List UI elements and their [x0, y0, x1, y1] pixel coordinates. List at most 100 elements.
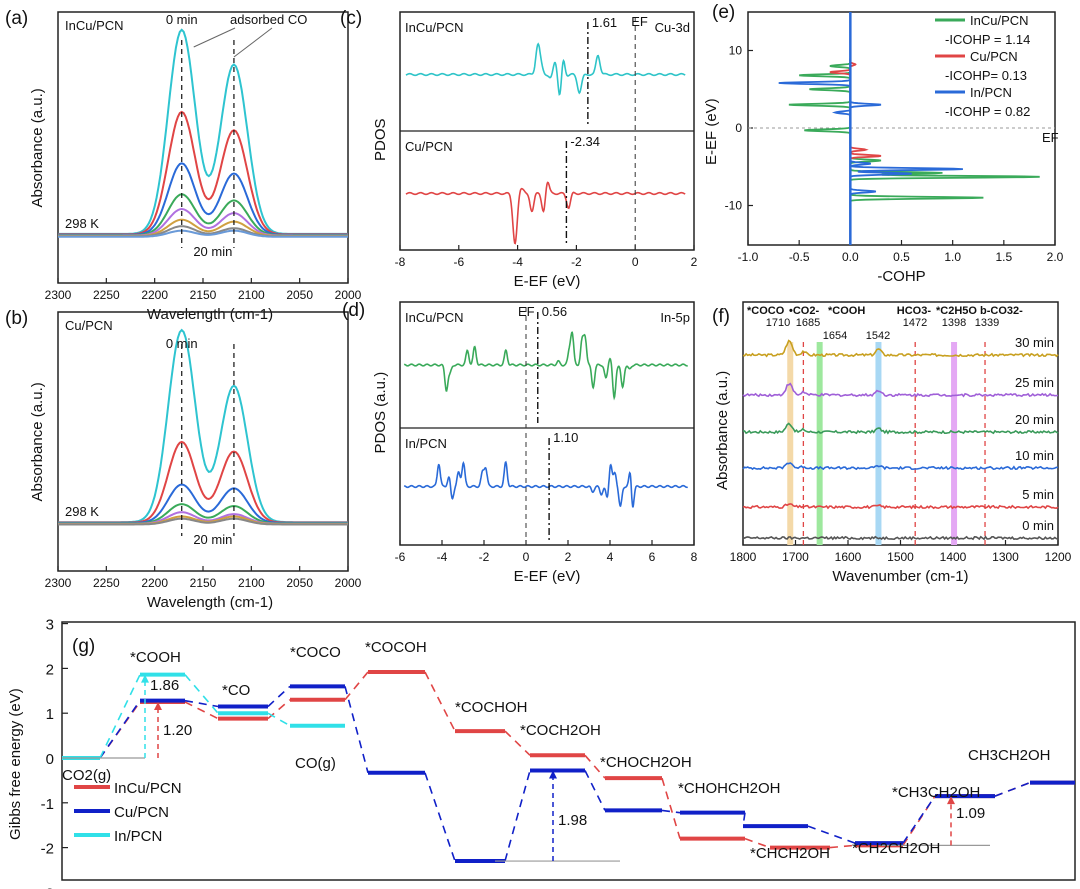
x-tick-label: 8 [691, 550, 698, 564]
x-tick-label: 2050 [286, 288, 313, 302]
end-time-label: 20 min [193, 244, 232, 259]
band-wavenumber: 1339 [975, 317, 999, 329]
arrow-head [154, 702, 162, 710]
x-tick-label: -8 [395, 255, 406, 269]
arrow-head [141, 674, 149, 683]
trace-name: Cu/PCN [405, 139, 453, 154]
energy-connector [584, 770, 606, 811]
plot-frame-g [61, 621, 1076, 881]
cohp-curve [829, 58, 882, 245]
x-axis-label: E-EF (eV) [514, 568, 581, 585]
y-tick-label: -3 [41, 885, 54, 889]
panel-label: (f) [712, 306, 730, 327]
spectrum-curve [58, 28, 348, 235]
intermediate-label: *COCH2OH [520, 722, 601, 739]
band-highlight [787, 342, 794, 545]
x-axis-label: E-EF (eV) [514, 273, 581, 290]
x-tick-label: 1300 [992, 550, 1019, 564]
x-tick-label: 0.0 [842, 250, 859, 264]
x-axis-label: Wavelength (cm-1) [147, 306, 273, 323]
intermediate-label: *COCHOH [455, 699, 528, 716]
energy-connector [504, 730, 531, 756]
intermediate-label: CH3CH2OH [968, 747, 1051, 764]
center-value-label: 0.56 [542, 304, 567, 319]
y-tick-label: -10 [725, 199, 743, 213]
energy-connector [267, 712, 291, 727]
spectrum-curve [58, 517, 348, 526]
ftir-curve [742, 535, 1059, 541]
band-wavenumber: 1472 [903, 317, 927, 329]
panel-label: (e) [712, 2, 735, 23]
x-tick-label: 2050 [286, 576, 313, 590]
x-tick-label: 0.5 [893, 250, 910, 264]
x-tick-label: -2 [479, 550, 490, 564]
end-time-label: 20 min [193, 532, 232, 547]
ftir-curve [742, 462, 1059, 471]
x-tick-label: 2250 [93, 576, 120, 590]
x-tick-label: 6 [649, 550, 656, 564]
x-tick-label: 2 [691, 255, 698, 269]
trace-name: InCu/PCN [405, 310, 464, 325]
temperature-label: 298 K [65, 216, 99, 231]
trace-name: In/PCN [405, 436, 447, 451]
x-tick-label: 2000 [335, 288, 362, 302]
legend-label: Cu/PCN [970, 49, 1018, 64]
adsorbed-co-label: adsorbed CO [230, 12, 307, 27]
x-tick-label: -1.0 [738, 250, 759, 264]
band-highlight [951, 342, 958, 545]
y-tick-label: 2 [46, 661, 54, 678]
x-tick-label: 2250 [93, 288, 120, 302]
x-tick-label: 1.5 [995, 250, 1012, 264]
x-tick-label: 2.0 [1047, 250, 1064, 264]
x-axis-label: -COHP [877, 268, 925, 285]
band-wavenumber: 1398 [942, 317, 966, 329]
band-species: b-CO32- [980, 305, 1023, 317]
ftir-curve [742, 339, 1059, 358]
legend-label: In/PCN [970, 85, 1012, 100]
energy-connector [661, 777, 681, 839]
energy-connector [99, 674, 141, 759]
legend-label: Cu/PCN [114, 804, 169, 821]
legend-label: InCu/PCN [970, 13, 1029, 28]
band-species: *COOH [828, 305, 865, 317]
start-time-label: 0 min [166, 12, 198, 27]
plot-frame-a [57, 11, 349, 284]
band-highlight [875, 342, 882, 545]
x-tick-label: 1500 [887, 550, 914, 564]
energy-connector [829, 844, 856, 849]
orbital-label: In-5p [660, 310, 690, 325]
x-tick-label: 1600 [835, 550, 862, 564]
panel-label: (c) [340, 8, 362, 29]
x-tick-label: 1200 [1045, 550, 1072, 564]
x-tick-label: -4 [437, 550, 448, 564]
y-axis-label: PDOS (a.u.) [372, 372, 389, 454]
ftir-curve [742, 503, 1059, 510]
y-tick-label: -2 [41, 841, 54, 858]
intermediate-label: *CHOCH2OH [600, 754, 692, 771]
x-tick-label: 1.0 [944, 250, 961, 264]
x-axis-label: Wavelength (cm-1) [147, 594, 273, 611]
legend-label: InCu/PCN [114, 780, 182, 797]
band-species: •CO2- [789, 305, 819, 317]
y-tick-label: 1 [46, 706, 54, 723]
ftir-curve [742, 382, 1059, 398]
temperature-label: 298 K [65, 504, 99, 519]
y-axis-label: PDOS [372, 118, 389, 161]
panel-label: (b) [5, 308, 28, 329]
icohp-label: -ICOHP = 1.14 [945, 32, 1030, 47]
band-species: *C2H5O [936, 305, 977, 317]
x-tick-label: 1800 [730, 550, 757, 564]
legend-label: In/PCN [114, 828, 162, 845]
panel-title: Cu/PCN [65, 318, 113, 333]
ftir-curve [743, 422, 1059, 435]
energy-connector [267, 685, 291, 708]
x-tick-label: 2150 [190, 288, 217, 302]
orbital-label: Cu-3d [655, 20, 690, 35]
energy-connector [99, 700, 141, 759]
pdos-curve [403, 331, 688, 401]
intermediate-label: *CO [222, 682, 250, 699]
y-axis-label: Gibbs free energy (eV) [7, 688, 24, 840]
energy-connector [424, 772, 456, 862]
energy-connector [344, 671, 369, 701]
